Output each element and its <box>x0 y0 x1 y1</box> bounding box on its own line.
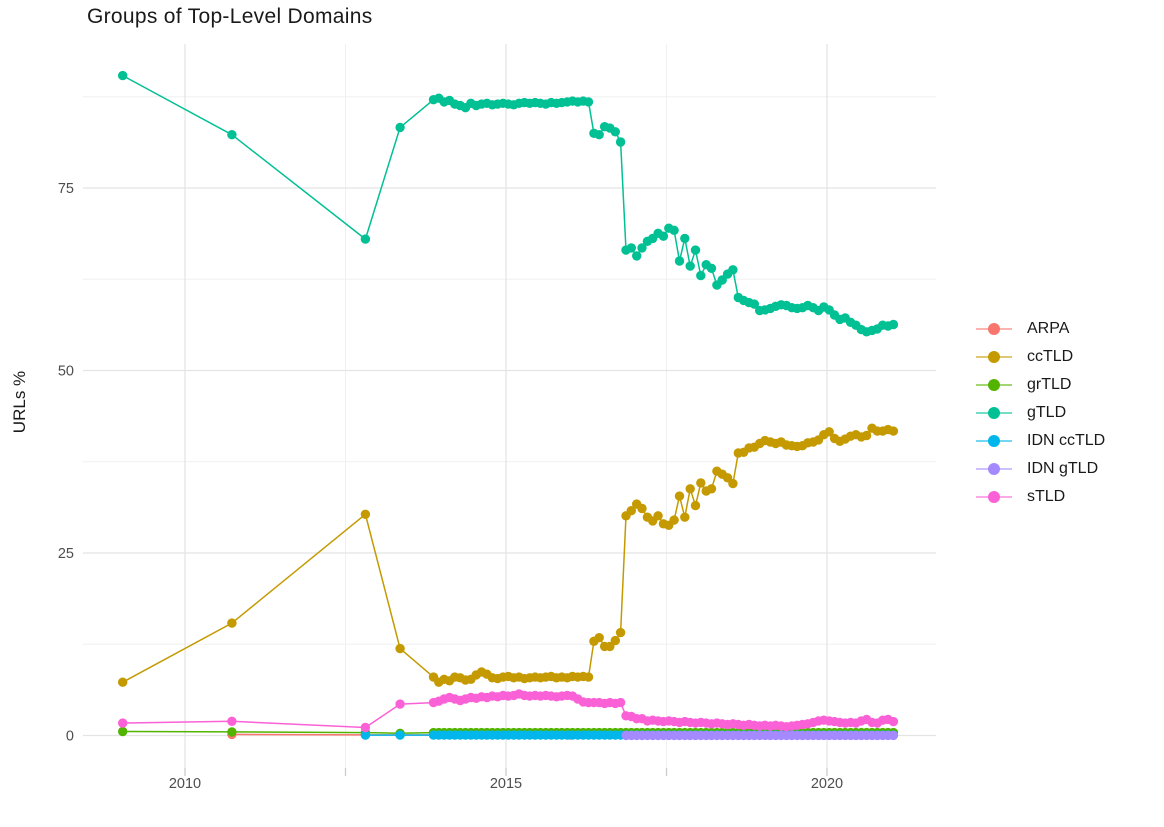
legend-line-dot-icon <box>976 490 1012 504</box>
legend-line-dot-icon <box>976 378 1012 392</box>
legend-line-dot-icon <box>976 350 1012 364</box>
chart-title: Groups of Top-Level Domains <box>87 5 373 28</box>
legend-item-label: sTLD <box>1027 487 1066 505</box>
legend-item-label: grTLD <box>1027 375 1072 393</box>
legend-item-label: ARPA <box>1027 319 1070 337</box>
y-tick-label: 50 <box>58 364 74 380</box>
legend-item-label: gTLD <box>1027 403 1067 421</box>
x-tick-label: 2010 <box>169 776 201 792</box>
legend-item-stld: sTLD <box>976 487 1105 506</box>
x-tick-label: 2015 <box>490 776 522 792</box>
y-tick-label: 25 <box>58 546 74 562</box>
legend-item-grtld: grTLD <box>976 375 1105 394</box>
series-points-idn-gtld <box>621 730 899 741</box>
legend-line-dot-icon <box>976 462 1012 476</box>
legend-item-idn-cctld: IDN ccTLD <box>976 431 1105 450</box>
legend-item-label: ccTLD <box>1027 347 1074 365</box>
legend-item-label: IDN ccTLD <box>1027 431 1106 449</box>
legend-item-label: IDN gTLD <box>1027 459 1099 477</box>
legend-item-idn-gtld: IDN gTLD <box>976 459 1105 478</box>
legend-item-arpa: ARPA <box>976 319 1105 338</box>
legend-item-cctld: ccTLD <box>976 347 1105 366</box>
legend-item-gtld: gTLD <box>976 403 1105 422</box>
series-points-gtld <box>118 70 899 337</box>
y-tick-label: 0 <box>66 729 74 745</box>
x-tick-label: 2020 <box>811 776 843 792</box>
legend-line-dot-icon <box>976 434 1012 448</box>
series-line-gtld <box>122 74 894 333</box>
legend-line-dot-icon <box>976 406 1012 420</box>
series-points-stld <box>118 689 899 733</box>
legend: ARPA ccTLD grTLD gTLD IDN ccTLD IDN gTLD sTLD <box>976 319 1105 506</box>
series-points-cctld <box>118 423 899 687</box>
legend-line-dot-icon <box>976 322 1012 336</box>
y-tick-label: 75 <box>58 181 74 197</box>
